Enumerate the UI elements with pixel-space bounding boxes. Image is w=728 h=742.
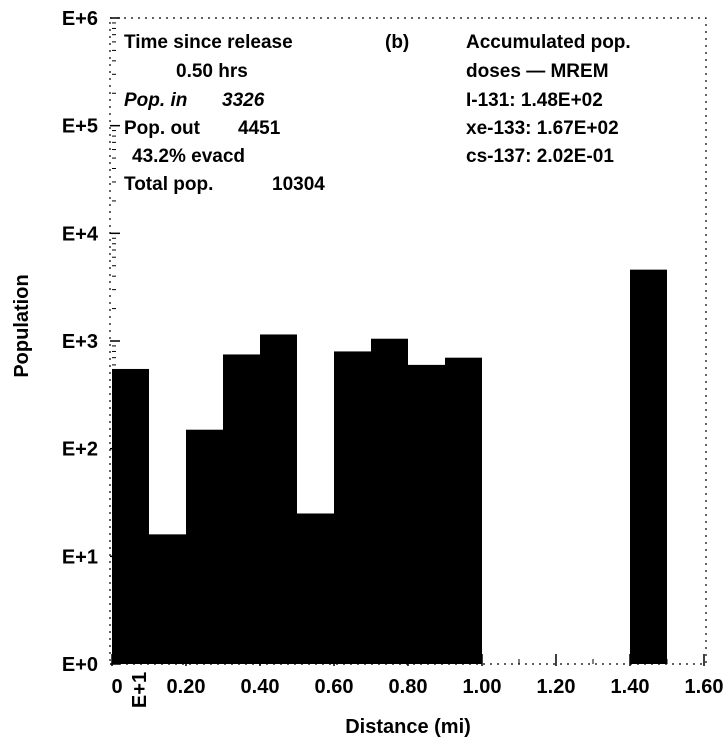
dose-i131: I-131: 1.48E+02 <box>466 90 603 111</box>
bar <box>297 513 334 664</box>
x-axis: 0 0.20 0.40 0.60 0.80 1.00 1.20 1.40 1.60 <box>111 654 723 698</box>
pop-out-value: 4451 <box>238 118 281 139</box>
x-tick-label: 1.40 <box>611 676 650 698</box>
y-axis: E+0 E+1 E+2 E+3 E+4 E+5 E+6 <box>62 8 120 676</box>
x-tick-label: 1.60 <box>685 676 724 698</box>
total-pop-value: 10304 <box>272 174 325 195</box>
x-tick-label: 0.40 <box>241 676 280 698</box>
evacuated-percent: 43.2% evacd <box>132 146 245 167</box>
x-axis-title: Distance (mi) <box>345 716 471 738</box>
bar <box>260 334 297 664</box>
bar <box>223 354 260 664</box>
dose-title-line1: Accumulated pop. <box>466 32 631 53</box>
dose-title-line2: doses — MREM <box>466 61 609 82</box>
x-tick-label: 1.00 <box>463 676 502 698</box>
time-since-release-label: Time since release <box>124 32 293 53</box>
y-tick-label: E+5 <box>62 116 98 138</box>
x-tick-label: 1.20 <box>537 676 576 698</box>
bar <box>408 364 445 664</box>
y-tick-label: E+3 <box>62 331 98 353</box>
bar <box>630 269 667 664</box>
x-tick-label: 0.60 <box>315 676 354 698</box>
bar <box>112 368 149 664</box>
bar <box>371 338 408 664</box>
y-tick-label: E+2 <box>62 439 98 461</box>
x-tick-label: 0.20 <box>167 676 206 698</box>
pop-in-value: 3326 <box>222 90 265 111</box>
bar <box>186 429 223 664</box>
y-axis-title: Population <box>11 274 33 377</box>
y-tick-label: E+6 <box>62 8 98 30</box>
y-tick-label: E+0 <box>62 654 98 676</box>
dose-xe133: xe-133: 1.67E+02 <box>466 118 619 139</box>
panel-label: (b) <box>385 32 409 53</box>
bar <box>149 534 186 664</box>
bars-group <box>112 269 667 664</box>
pop-in-label: Pop. in <box>124 90 187 111</box>
bar <box>334 351 371 664</box>
x-tick-label: 0.80 <box>389 676 428 698</box>
bar <box>445 357 482 664</box>
y-tick-label: E+1 <box>62 546 98 568</box>
x-multiplier-label: E+1 <box>129 672 151 708</box>
x-tick-label: 0 <box>111 676 122 698</box>
y-tick-label: E+4 <box>62 223 99 245</box>
total-pop-label: Total pop. <box>124 174 213 195</box>
time-value: 0.50 hrs <box>176 61 248 82</box>
dose-cs137: cs-137: 2.02E-01 <box>466 146 614 167</box>
pop-out-label: Pop. out <box>124 118 201 139</box>
